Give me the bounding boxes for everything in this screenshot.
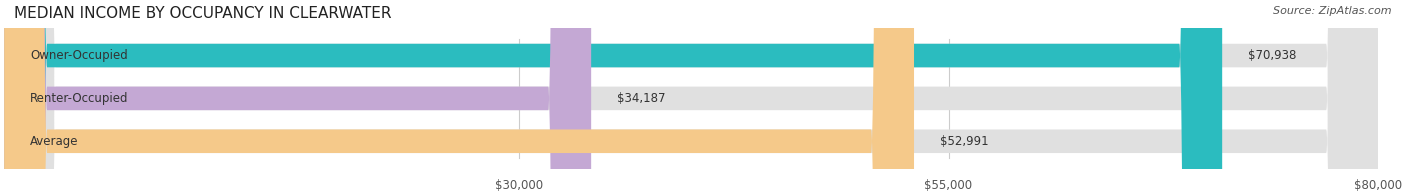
FancyBboxPatch shape (4, 0, 1378, 196)
FancyBboxPatch shape (4, 0, 591, 196)
Text: $70,938: $70,938 (1249, 49, 1296, 62)
Text: Renter-Occupied: Renter-Occupied (30, 92, 128, 105)
FancyBboxPatch shape (4, 0, 1222, 196)
Text: $52,991: $52,991 (939, 135, 988, 148)
Text: Owner-Occupied: Owner-Occupied (30, 49, 128, 62)
FancyBboxPatch shape (4, 0, 1378, 196)
Text: MEDIAN INCOME BY OCCUPANCY IN CLEARWATER: MEDIAN INCOME BY OCCUPANCY IN CLEARWATER (14, 6, 391, 21)
Text: $34,187: $34,187 (617, 92, 665, 105)
FancyBboxPatch shape (4, 0, 1378, 196)
Text: Source: ZipAtlas.com: Source: ZipAtlas.com (1274, 6, 1392, 16)
FancyBboxPatch shape (4, 0, 914, 196)
Text: Average: Average (30, 135, 79, 148)
